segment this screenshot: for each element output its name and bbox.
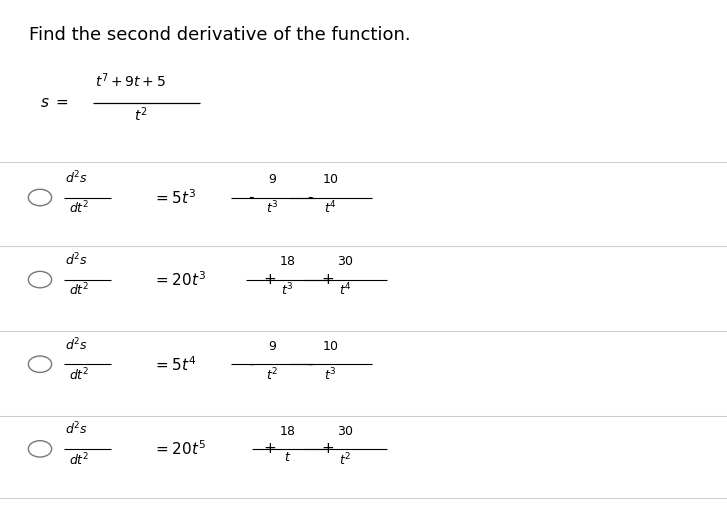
Text: $= 5t^3$: $= 5t^3$	[153, 188, 196, 207]
Text: +: +	[263, 441, 276, 457]
Text: $t$: $t$	[284, 451, 291, 464]
Text: +: +	[263, 272, 276, 287]
Text: $10$: $10$	[322, 340, 340, 353]
Text: $18$: $18$	[278, 425, 296, 438]
Text: +: +	[321, 441, 334, 457]
Text: $t^2$: $t^2$	[266, 367, 279, 383]
Text: $t^4$: $t^4$	[339, 282, 352, 299]
Text: $s\ =$: $s\ =$	[40, 95, 69, 110]
Text: $30$: $30$	[337, 255, 354, 268]
Text: -: -	[307, 190, 313, 205]
Text: $t^2$: $t^2$	[339, 451, 352, 468]
Text: $t^3$: $t^3$	[281, 282, 294, 299]
Text: $d^2s$: $d^2s$	[65, 421, 89, 438]
Text: $t^3$: $t^3$	[324, 367, 337, 383]
Text: $9$: $9$	[268, 173, 277, 186]
Text: Find the second derivative of the function.: Find the second derivative of the functi…	[29, 26, 411, 44]
Text: $= 20t^5$: $= 20t^5$	[153, 440, 206, 458]
Text: $18$: $18$	[278, 255, 296, 268]
Text: $t^3$: $t^3$	[266, 200, 279, 216]
Text: +: +	[321, 272, 334, 287]
Text: $dt^2$: $dt^2$	[69, 200, 89, 216]
Text: $t^2$: $t^2$	[134, 105, 148, 124]
Text: $d^2s$: $d^2s$	[65, 170, 89, 186]
Text: $t^7 + 9t + 5$: $t^7 + 9t + 5$	[95, 71, 165, 90]
Text: $dt^2$: $dt^2$	[69, 451, 89, 468]
Text: $9$: $9$	[268, 340, 277, 353]
Text: $30$: $30$	[337, 425, 354, 438]
Text: -: -	[307, 357, 313, 372]
Text: $d^2s$: $d^2s$	[65, 252, 89, 268]
Text: $10$: $10$	[322, 173, 340, 186]
Text: $= 5t^4$: $= 5t^4$	[153, 355, 196, 373]
Text: $dt^2$: $dt^2$	[69, 367, 89, 383]
Text: $d^2s$: $d^2s$	[65, 337, 89, 353]
Text: $t^4$: $t^4$	[324, 200, 337, 216]
Text: $dt^2$: $dt^2$	[69, 282, 89, 299]
Text: -: -	[249, 357, 254, 372]
Text: -: -	[249, 190, 254, 205]
Text: $= 20t^3$: $= 20t^3$	[153, 270, 206, 289]
